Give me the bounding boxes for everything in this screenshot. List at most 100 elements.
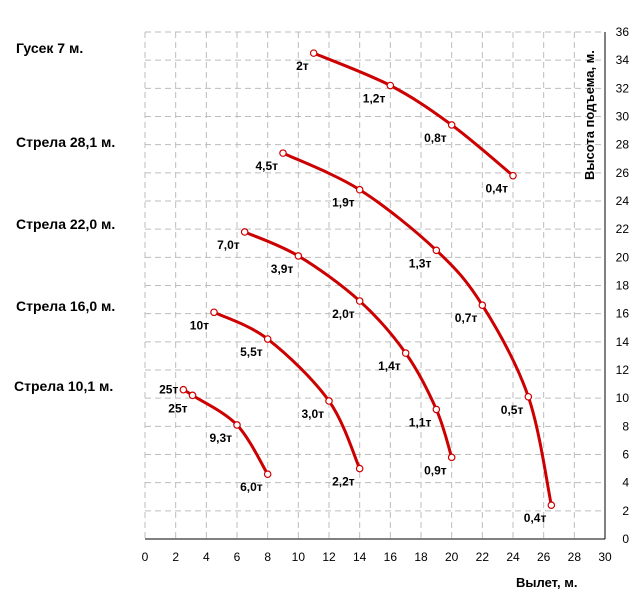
data-point (240, 228, 249, 236)
data-label: 3,9т (271, 262, 294, 276)
series-label-gusek: Гусек 7 м. (16, 40, 84, 56)
y-tick-label: 2 (622, 504, 629, 518)
data-point (325, 397, 333, 405)
y-tick-label: 26 (616, 166, 630, 180)
x-tick-label: 8 (264, 550, 271, 564)
data-point (447, 121, 456, 129)
data-label: 1,1т (409, 415, 432, 429)
data-point (509, 171, 517, 180)
y-axis-title: Высота подъема, м. (582, 50, 597, 180)
data-point (263, 470, 272, 479)
data-label: 10т (190, 318, 209, 332)
y-tick-label: 0 (622, 532, 629, 546)
x-tick-label: 2 (172, 550, 179, 564)
data-point (547, 501, 556, 510)
data-point (309, 49, 318, 57)
series-label-boom-10: Стрела 10,1 м. (14, 378, 114, 394)
data-label: 2,2т (332, 475, 355, 489)
data-labels: 2т 1,2т 0,8т 0,4т 4,5т 1,9т 1,3т 0,7т 0,5т 0,4т 7,… (159, 59, 546, 525)
y-tick-label: 20 (616, 250, 630, 264)
data-label: 1,2т (363, 92, 386, 106)
tick-labels: 0 2 4 6 8 10 12 14 16 18 20 22 24 26 28 300246810121416… (142, 25, 630, 564)
x-tick-label: 16 (384, 550, 398, 564)
y-tick-label: 10 (616, 391, 630, 405)
data-label: 1,4т (378, 359, 401, 373)
data-label: 5,5т (240, 345, 263, 359)
series-line (312, 51, 515, 178)
data-label: 1,9т (332, 196, 355, 210)
y-tick-label: 14 (616, 335, 630, 349)
data-point (524, 392, 533, 401)
data-point (188, 391, 197, 400)
y-tick-label: 16 (616, 307, 630, 321)
data-label: 1,3т (409, 256, 432, 270)
series-label-boom-28: Стрела 28,1 м. (16, 134, 116, 150)
series-label-boom-22: Стрела 22,0 м. (16, 216, 116, 232)
x-tick-label: 14 (353, 550, 367, 564)
x-tick-label: 0 (142, 550, 149, 564)
data-label: 0,5т (501, 403, 524, 417)
y-tick-label: 22 (616, 222, 630, 236)
x-tick-label: 10 (292, 550, 306, 564)
axes (145, 32, 606, 540)
data-label: 0,4т (485, 182, 508, 196)
y-tick-label: 32 (616, 81, 630, 95)
y-tick-label: 34 (616, 53, 630, 67)
data-label: 4,5т (255, 159, 278, 173)
y-tick-label: 36 (616, 25, 630, 39)
data-points (179, 49, 556, 510)
y-tick-label: 8 (622, 419, 629, 433)
data-point (386, 81, 395, 90)
y-tick-label: 24 (616, 194, 630, 208)
x-tick-label: 6 (234, 550, 241, 564)
data-point (355, 464, 364, 473)
series-label-boom-16: Стрела 16,0 м. (16, 298, 116, 314)
y-tick-label: 28 (616, 138, 630, 152)
y-tick-label: 6 (622, 448, 629, 462)
data-label: 0,9т (424, 463, 447, 477)
x-tick-label: 28 (568, 550, 582, 564)
data-point (401, 349, 410, 357)
x-tick-label: 30 (598, 550, 612, 564)
data-label: 2т (296, 59, 309, 73)
data-point (478, 301, 487, 310)
data-point (447, 453, 456, 462)
x-axis-title: Вылет, м. (516, 575, 578, 590)
y-tick-label: 18 (616, 279, 630, 293)
data-point (210, 308, 218, 317)
y-tick-label: 12 (616, 363, 630, 377)
series-lines (181, 51, 553, 507)
data-label: 25т (159, 383, 178, 397)
data-point (355, 297, 364, 305)
series-line (212, 310, 362, 471)
data-point (432, 405, 441, 414)
data-label: 6,0т (240, 480, 263, 494)
data-point (233, 421, 241, 429)
data-label: 0,4т (524, 511, 547, 525)
data-point (263, 335, 272, 343)
y-tick-label: 30 (616, 110, 630, 124)
data-label: 7,0т (217, 238, 240, 252)
data-label: 9,3т (209, 431, 232, 445)
x-tick-label: 22 (476, 550, 490, 564)
x-tick-label: 18 (414, 550, 428, 564)
data-label: 25т (168, 401, 187, 415)
y-tick-label: 4 (622, 476, 629, 490)
data-point (179, 385, 188, 394)
x-tick-label: 24 (506, 550, 520, 564)
x-tick-label: 12 (322, 550, 336, 564)
x-tick-label: 20 (445, 550, 459, 564)
series-line (281, 151, 553, 507)
data-point (279, 149, 287, 157)
data-label: 2,0т (332, 307, 355, 321)
data-label: 0,8т (424, 131, 447, 145)
data-point (294, 252, 303, 260)
grid-lines (144, 31, 606, 540)
data-label: 3,0т (301, 407, 324, 421)
data-point (355, 185, 364, 194)
x-tick-label: 4 (203, 550, 210, 564)
data-label: 0,7т (455, 311, 478, 325)
data-point (432, 246, 441, 255)
x-tick-label: 26 (537, 550, 551, 564)
